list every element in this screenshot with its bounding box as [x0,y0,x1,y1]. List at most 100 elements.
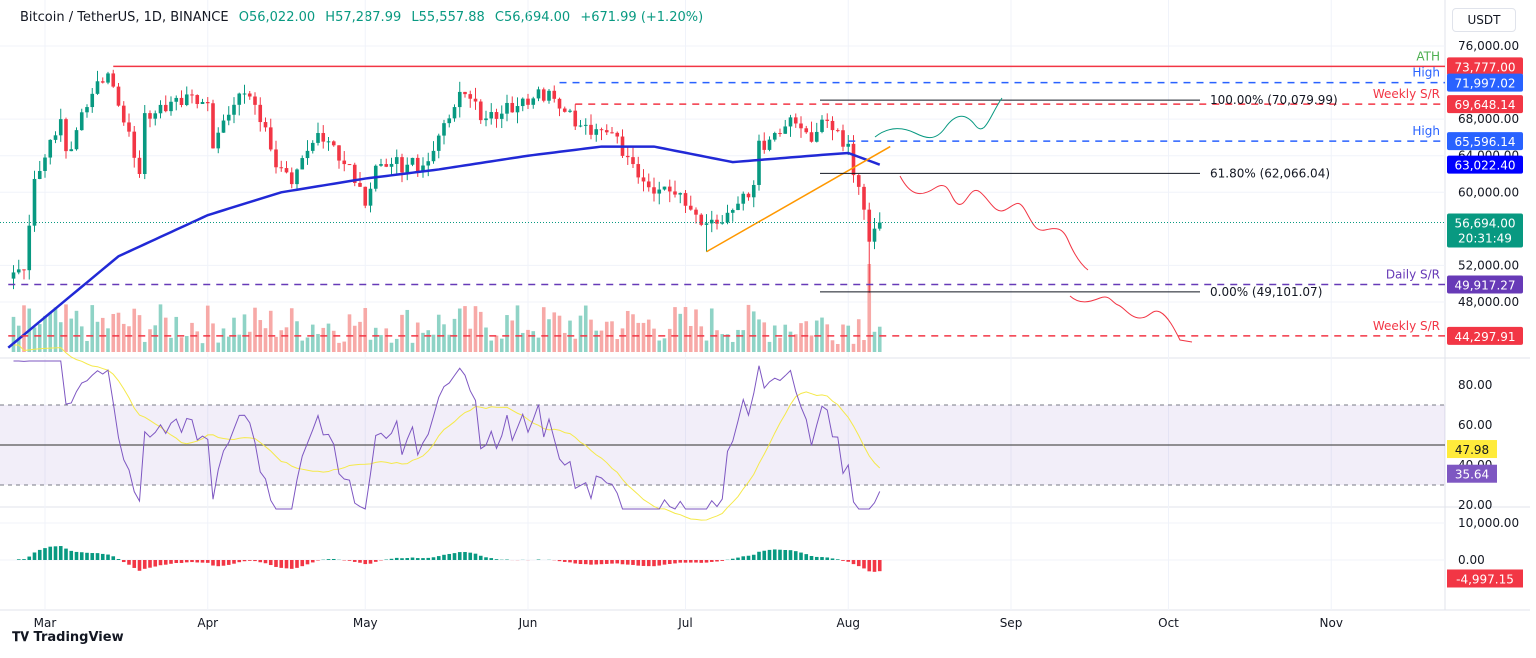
volume-bar [289,308,294,352]
volume-bar [11,316,16,352]
macd-histogram-bar [835,559,840,560]
macd-histogram-bar [736,557,740,560]
macd-histogram-bar [741,556,746,560]
volume-bar [552,312,557,352]
candle-body [331,141,336,146]
volume-bar [736,329,740,352]
volume-bar [531,331,536,352]
macd-histogram-bar [169,560,173,564]
volume-bar [384,328,389,352]
candle-body [221,120,226,133]
volume-bar [53,307,58,352]
candle-body [27,225,32,271]
macd-histogram-bar [615,560,620,564]
macd-histogram-bar [599,560,604,565]
candle-body [552,90,557,99]
macd-histogram-bar [641,560,646,566]
macd-histogram-bar [158,560,163,566]
candle-body [625,155,630,158]
candle-body [830,120,835,131]
candle-body [226,114,231,121]
x-tick-label: Aug [837,616,860,630]
level-label: Weekly S/R [1373,319,1440,333]
candle-body [148,113,152,119]
rsi-line [13,360,881,510]
volume-bar [347,314,352,352]
macd-histogram-bar [620,560,625,565]
tradingview-logo[interactable]: 𝐓𝐕 TradingView [12,630,124,645]
volume-bar [174,316,179,352]
volume-bar [274,336,278,352]
candle-body [746,193,751,198]
volume-bar [284,327,289,352]
volume-bar [862,340,866,352]
volume-bar [578,315,583,352]
candle-body [337,145,341,161]
macd-histogram-bar [127,560,131,565]
candle-body [510,102,515,113]
candle-body [253,96,257,105]
macd-histogram-bar [405,558,410,560]
candle-body [594,129,599,135]
volume-bar [746,304,751,352]
candle-body [232,104,236,115]
price-tick-label: 52,000.00 [1458,258,1519,272]
macd-histogram-bar [646,560,651,567]
volume-bar [641,322,646,352]
candle-body [484,118,488,121]
candle-body [426,161,431,166]
macd-histogram-bar [142,560,147,569]
candle-body [704,223,709,225]
candle-body [820,119,824,132]
price-tick-label: 48,000.00 [1458,295,1519,309]
candle-body [137,157,142,174]
candle-body [111,73,116,87]
macd-histogram-bar [841,560,845,561]
candle-body [641,177,646,182]
level-price-text: 73,777.00 [1454,60,1515,74]
candle-body [667,186,672,192]
candle-body [405,164,410,173]
macd-histogram-bar [856,560,861,567]
level-price-text: 65,596.14 [1454,135,1515,149]
price-tick-label: 68,000.00 [1458,112,1519,126]
level-price-tag [1447,132,1523,151]
macd-histogram-bar [751,554,756,560]
macd-histogram-bar [37,549,42,560]
volume-bar [872,331,877,352]
candle-body [116,86,121,106]
candle-body [725,212,730,223]
volume-bar [368,339,373,352]
volume-bar [379,335,383,352]
volume-bar [867,264,872,352]
candle-body [877,222,882,229]
macd-histogram-bar [452,553,457,560]
macd-histogram-bar [583,560,588,565]
candle-body [242,93,247,95]
macd-histogram-bar [494,559,499,560]
candle-body [683,193,688,206]
candle-body [421,165,425,172]
volume-bar [851,343,856,352]
macd-histogram-bar [625,560,630,565]
macd-histogram-bar [263,560,268,564]
candle-body [499,113,504,119]
macd-histogram-bar [730,558,735,560]
macd-histogram-bar [720,560,725,561]
volume-bar [468,328,473,352]
ma-price-text: 63,022.40 [1454,159,1515,173]
macd-histogram-bar [331,558,336,560]
volume-bar [74,310,79,352]
ascending-trendline [706,145,891,253]
macd-histogram-bar [436,556,441,560]
candle-body [762,140,767,150]
candle-body [583,124,588,126]
volume-bar [410,342,415,352]
currency-selector[interactable]: USDT [1452,8,1516,32]
candle-body [347,164,352,166]
ohlc-low: L55,557.88 [411,10,485,25]
macd-histogram-bar [195,560,200,563]
volume-bar [662,338,667,352]
symbol-title[interactable]: Bitcoin / TetherUS, 1D, BINANCE [20,10,229,25]
